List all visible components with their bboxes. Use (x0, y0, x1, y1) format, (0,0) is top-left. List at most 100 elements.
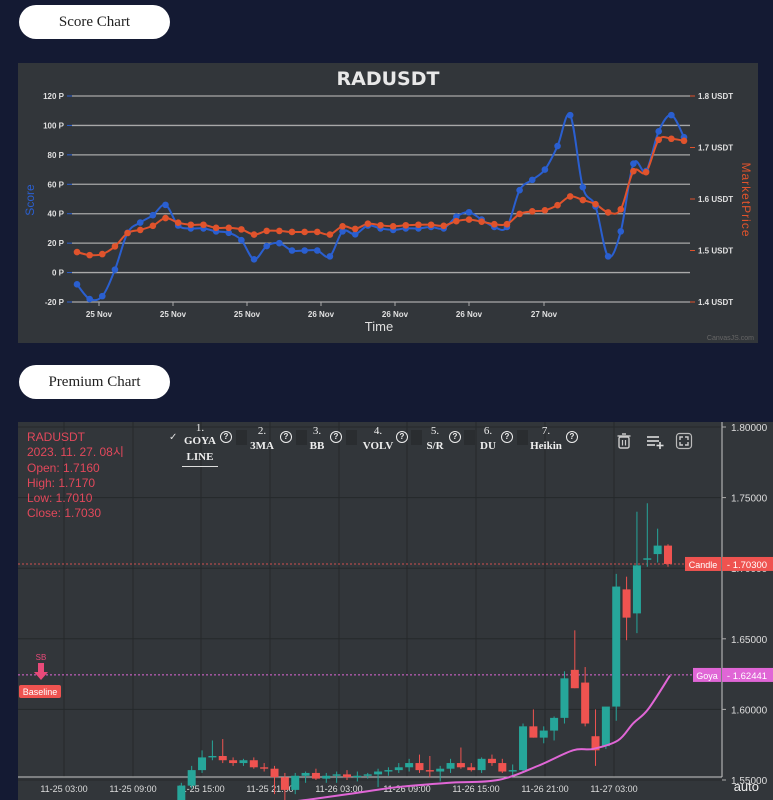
candle[interactable] (332, 774, 341, 776)
candle[interactable] (198, 757, 207, 771)
candle[interactable] (260, 767, 269, 769)
score-point[interactable] (655, 128, 663, 135)
candle[interactable] (550, 717, 559, 731)
score-point[interactable] (263, 242, 270, 250)
price-point[interactable] (162, 214, 169, 222)
price-point[interactable] (225, 224, 233, 232)
price-point[interactable] (200, 221, 207, 229)
score-point[interactable] (288, 247, 296, 254)
score-point[interactable] (630, 160, 637, 167)
candle[interactable] (601, 706, 610, 747)
price-point[interactable] (364, 220, 372, 228)
help-icon[interactable]: ? (330, 431, 342, 443)
candle[interactable] (208, 755, 217, 758)
candle[interactable] (363, 774, 372, 776)
price-point[interactable] (326, 231, 334, 238)
candlestick-chart[interactable]: 1.800001.750001.700001.650001.600001.550… (18, 422, 773, 800)
score-point[interactable] (351, 231, 359, 238)
price-point[interactable] (604, 209, 612, 216)
price-point[interactable] (250, 231, 258, 238)
price-point[interactable] (465, 216, 473, 223)
price-point[interactable] (592, 200, 599, 208)
candle[interactable] (291, 775, 300, 790)
candle[interactable] (456, 763, 465, 768)
price-point[interactable] (339, 222, 346, 230)
price-point[interactable] (86, 251, 93, 259)
score-point[interactable] (162, 201, 169, 209)
candle[interactable] (353, 775, 362, 778)
indicator-du[interactable]: 6. DU (480, 425, 496, 452)
score-point[interactable] (73, 281, 81, 288)
candle[interactable] (322, 775, 331, 779)
candle[interactable] (529, 726, 538, 738)
price-point[interactable] (503, 220, 511, 228)
candle[interactable] (653, 545, 662, 555)
price-point[interactable] (111, 243, 119, 250)
indicator-sr[interactable]: 5. S/R (426, 425, 444, 452)
candle[interactable] (467, 767, 476, 771)
price-point[interactable] (351, 225, 359, 233)
candle[interactable] (622, 589, 631, 618)
price-point[interactable] (174, 219, 182, 226)
price-point[interactable] (288, 228, 296, 236)
score-point[interactable] (313, 247, 321, 254)
candle[interactable] (570, 669, 579, 689)
score-point[interactable] (339, 228, 346, 235)
score-point[interactable] (528, 176, 536, 184)
candle[interactable] (394, 767, 403, 771)
score-point[interactable] (225, 229, 233, 237)
score-point[interactable] (136, 219, 144, 226)
candle[interactable] (239, 760, 248, 764)
indicator-goya-line[interactable]: 1. GOYA LINE (182, 422, 218, 467)
help-icon[interactable]: ? (280, 431, 292, 443)
price-point[interactable] (554, 201, 561, 209)
price-point[interactable] (124, 229, 131, 237)
price-point[interactable] (528, 208, 536, 215)
price-point[interactable] (655, 136, 663, 144)
price-scale-mode[interactable]: auto (733, 779, 759, 794)
candle[interactable] (519, 726, 528, 771)
candle[interactable] (249, 760, 258, 768)
price-point[interactable] (566, 193, 574, 200)
toggle-du[interactable] (464, 430, 475, 445)
price-point[interactable] (415, 221, 422, 229)
add-list-icon[interactable] (646, 432, 664, 450)
price-point[interactable] (617, 206, 625, 213)
goya-line-checkbox[interactable]: ✓ (169, 432, 178, 443)
toggle-volv[interactable] (346, 430, 357, 445)
price-point[interactable] (402, 221, 410, 229)
price-point[interactable] (313, 228, 321, 236)
candle[interactable] (539, 730, 548, 738)
price-point[interactable] (680, 137, 688, 145)
candle[interactable] (487, 758, 496, 764)
candle[interactable] (498, 763, 507, 772)
candle[interactable] (415, 763, 424, 771)
price-point[interactable] (187, 221, 195, 229)
score-point[interactable] (276, 239, 283, 247)
price-point[interactable] (212, 224, 220, 232)
trash-icon[interactable] (615, 432, 633, 450)
candle[interactable] (280, 777, 289, 790)
candle[interactable] (560, 678, 569, 718)
fullscreen-icon[interactable] (675, 432, 693, 450)
score-point[interactable] (566, 111, 574, 119)
candle[interactable] (405, 763, 414, 768)
price-point[interactable] (478, 218, 485, 225)
score-point[interactable] (238, 236, 245, 244)
price-point[interactable] (630, 167, 637, 175)
price-point[interactable] (73, 248, 81, 256)
candle[interactable] (177, 785, 186, 800)
score-chart-button[interactable]: Score Chart (19, 5, 170, 39)
candle[interactable] (446, 763, 455, 769)
price-point[interactable] (263, 227, 270, 235)
candle[interactable] (581, 682, 590, 724)
score-point[interactable] (617, 228, 625, 235)
price-point[interactable] (238, 226, 245, 233)
candle[interactable] (218, 755, 227, 761)
price-point[interactable] (136, 226, 144, 234)
score-point[interactable] (86, 295, 93, 303)
score-point[interactable] (149, 211, 157, 219)
candle[interactable] (229, 760, 238, 764)
price-point[interactable] (668, 135, 675, 143)
score-point[interactable] (111, 266, 119, 273)
